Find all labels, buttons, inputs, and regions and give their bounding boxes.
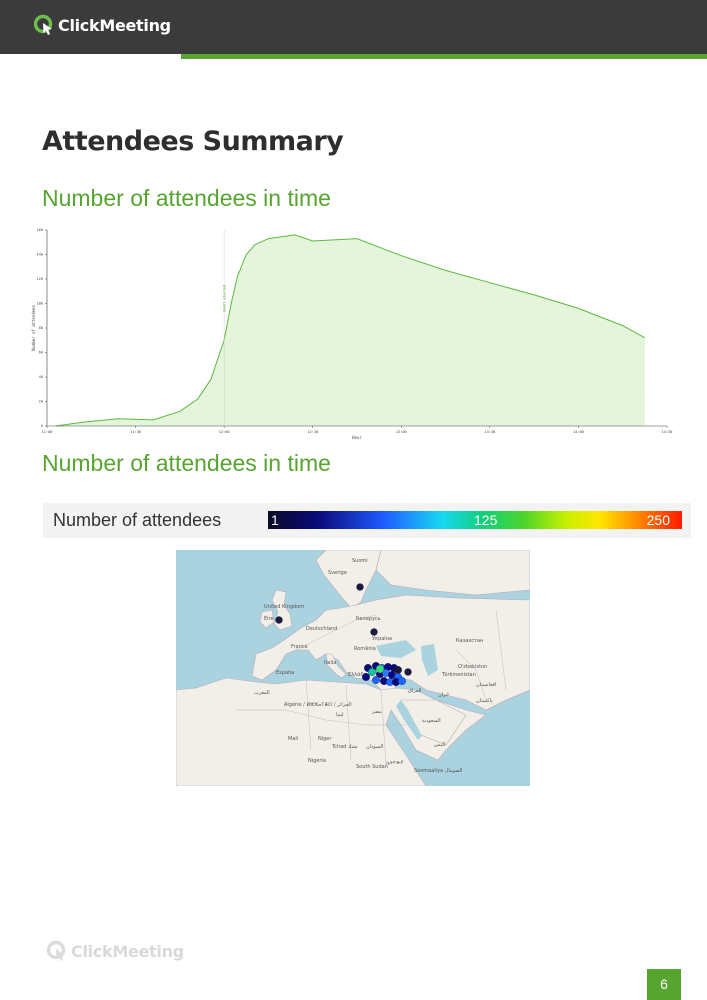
- svg-text:پاکستان: پاکستان: [476, 698, 493, 704]
- svg-text:Nigeria: Nigeria: [308, 758, 326, 764]
- x-axis-ticks: 11:00 11:30 12:00 12:30 13:00 13:30 14:00 14:30: [42, 426, 673, 434]
- svg-text:Suomi: Suomi: [352, 558, 368, 564]
- map-marker[interactable]: [394, 666, 402, 674]
- y-tick-label: 60: [39, 351, 43, 355]
- svg-text:Беларусь: Беларусь: [356, 616, 381, 622]
- legend-label: Number of attendees: [53, 510, 222, 530]
- map-marker[interactable]: [404, 668, 412, 676]
- map-marker[interactable]: [370, 628, 378, 636]
- svg-text:السعودية: السعودية: [422, 718, 441, 724]
- attendees-area-chart: 0 20 40 60 80 100 120 140 160 11:00 11:30 12:00 12:…: [31, 228, 673, 440]
- attendee-markers: [275, 583, 412, 686]
- x-tick-label: 12:30: [307, 430, 318, 434]
- attendees-line: [55, 234, 646, 427]
- legend-gradient-bar: 1 125 250: [268, 511, 682, 529]
- legend-mid: 125: [474, 512, 498, 528]
- svg-text:Ελλάδα: Ελλάδα: [348, 671, 367, 678]
- svg-text:السودان: السودان: [366, 744, 383, 750]
- map-marker[interactable]: [398, 677, 406, 685]
- svg-text:Казахстан: Казахстан: [456, 638, 483, 644]
- y-tick-label: 100: [37, 302, 44, 306]
- page-number: 6: [647, 969, 681, 1000]
- svg-text:United Kingdom: United Kingdom: [264, 604, 304, 610]
- svg-text:افغانستان: افغانستان: [476, 682, 496, 688]
- header-accent-stripe: [181, 54, 707, 59]
- section-heading-map: Number of attendees in time: [42, 450, 331, 476]
- y-tick-label: 20: [39, 400, 43, 404]
- y-axis-ticks: 0 20 40 60 80 100 120 140 160: [37, 228, 47, 428]
- map-borders: [236, 609, 507, 766]
- svg-text:Éire: Éire: [264, 614, 274, 622]
- svg-text:Tchad تشاد: Tchad تشاد: [331, 744, 358, 750]
- y-axis-label: Number of attendees: [31, 305, 36, 351]
- header-brand-name: ClickMeeting: [58, 15, 171, 35]
- map-marker[interactable]: [356, 583, 364, 591]
- header-logo: ClickMeeting: [34, 14, 171, 36]
- y-tick-label: 140: [37, 253, 44, 257]
- attendees-area-fill: [55, 234, 645, 426]
- footer-brand-name: ClickMeeting: [71, 941, 184, 961]
- map-marker[interactable]: [368, 668, 376, 676]
- page-title: Attendees Summary: [42, 126, 344, 157]
- x-tick-label: 11:30: [130, 430, 141, 434]
- map-landmass: [176, 550, 530, 786]
- svg-text:ایران: ایران: [438, 692, 449, 698]
- map-marker[interactable]: [275, 616, 283, 624]
- x-tick-label: 13:00: [396, 430, 407, 434]
- red-sea: [396, 700, 422, 740]
- map-canvas: Suomi Sverige United Kingdom Éire Deutsc…: [176, 550, 530, 786]
- section-heading-timeline: Number of attendees in time: [42, 185, 331, 211]
- svg-text:ليبيا: ليبيا: [336, 712, 344, 718]
- attendees-map[interactable]: Suomi Sverige United Kingdom Éire Deutsc…: [176, 550, 530, 786]
- event-marker-label: Event started: [223, 285, 227, 312]
- x-tick-label: 11:00: [42, 430, 53, 434]
- svg-text:مصر: مصر: [371, 709, 382, 715]
- event-marker: Event started: [223, 230, 227, 426]
- map-labels: Suomi Sverige United Kingdom Éire Deutsc…: [254, 558, 496, 774]
- svg-text:اليمن: اليمن: [434, 742, 445, 748]
- svg-text:ኢትዮጵያ: ኢትዮጵያ: [386, 760, 403, 766]
- svg-text:O'zbekiston: O'zbekiston: [458, 664, 487, 670]
- header-bar: ClickMeeting: [0, 0, 707, 54]
- x-tick-label: 14:30: [662, 430, 673, 434]
- svg-text:Deutschland: Deutschland: [306, 626, 337, 632]
- svg-text:المغرب: المغرب: [254, 690, 270, 696]
- clickmeeting-logo-icon: [47, 940, 66, 961]
- legend-min: 1: [271, 512, 279, 528]
- svg-text:Україна: Україна: [372, 636, 392, 642]
- y-tick-label: 80: [39, 326, 43, 330]
- legend-max: 250: [646, 512, 670, 528]
- x-axis-label: Hour: [352, 435, 362, 440]
- footer-logo: ClickMeeting: [47, 940, 184, 962]
- svg-text:Türkmenistan: Türkmenistan: [441, 672, 476, 678]
- map-marker[interactable]: [372, 676, 380, 684]
- color-legend: Number of attendees 1 125 250: [43, 503, 691, 538]
- svg-text:España: España: [276, 670, 294, 676]
- svg-text:Italia: Italia: [324, 660, 336, 666]
- svg-text:France: France: [291, 644, 308, 650]
- svg-text:Soomaaliya الصومال: Soomaaliya الصومال: [414, 768, 462, 774]
- svg-text:Mali: Mali: [288, 736, 298, 742]
- y-tick-label: 0: [41, 424, 43, 428]
- x-tick-label: 14:00: [573, 430, 584, 434]
- y-tick-label: 120: [37, 277, 44, 281]
- caspian-sea: [421, 644, 438, 676]
- svg-text:العراق: العراق: [408, 688, 421, 694]
- x-tick-label: 12:00: [219, 430, 230, 434]
- svg-text:România: România: [354, 645, 376, 652]
- x-tick-label: 13:30: [484, 430, 495, 434]
- clickmeeting-logo-icon: [34, 14, 53, 35]
- y-tick-label: 160: [37, 228, 44, 232]
- svg-text:Algérie / ⵍⵣⵣⴰⵢⴻⵔ / الجزائر: Algérie / ⵍⵣⵣⴰⵢⴻⵔ / الجزائر: [284, 701, 352, 708]
- svg-text:Sverige: Sverige: [328, 570, 347, 576]
- map-marker[interactable]: [375, 664, 385, 674]
- svg-text:South Sudan: South Sudan: [356, 764, 388, 770]
- black-sea: [376, 640, 416, 658]
- map-marker[interactable]: [362, 673, 370, 681]
- y-tick-label: 40: [39, 375, 43, 379]
- svg-text:Niger: Niger: [318, 736, 332, 742]
